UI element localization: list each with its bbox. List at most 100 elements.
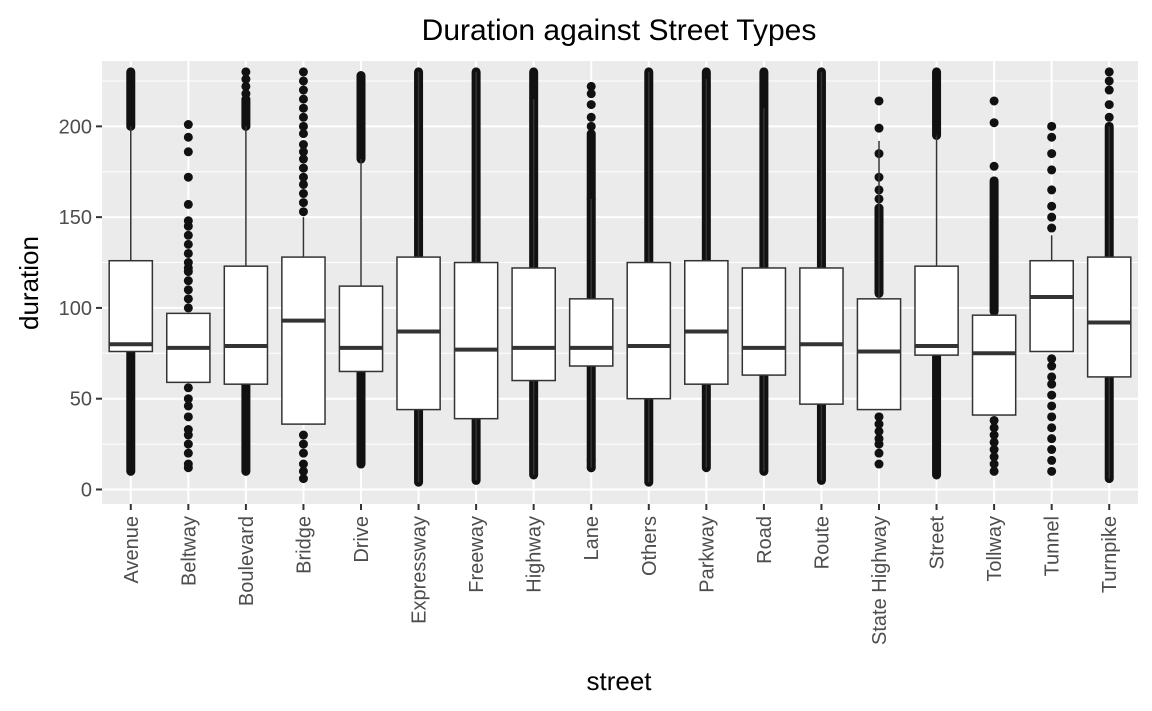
outlier-point <box>874 434 884 444</box>
outlier-point <box>989 466 999 476</box>
outlier-band <box>989 176 999 317</box>
outlier-point <box>183 216 193 226</box>
outlier-point <box>183 199 193 209</box>
outlier-point <box>1047 223 1057 233</box>
box-iqr <box>338 285 384 373</box>
outlier-point <box>298 140 308 150</box>
outlier-point <box>1047 212 1057 222</box>
box-turnpike <box>1086 67 1132 484</box>
x-tick-label: Parkway <box>696 516 718 593</box>
box-highway <box>511 67 556 480</box>
x-axis: Avenue Beltway Boulevard Bridge Drive Express… <box>121 504 1121 645</box>
box-tunnel <box>1029 121 1075 476</box>
x-tick-label: State Highway <box>869 516 891 645</box>
outlier-band <box>356 366 366 469</box>
box-iqr <box>1029 259 1075 353</box>
outlier-point <box>298 207 308 217</box>
box-freeway <box>453 67 499 485</box>
outlier-point <box>1104 85 1114 95</box>
box-lane <box>568 81 614 473</box>
outlier-point <box>1047 149 1057 159</box>
outlier-point <box>989 423 999 433</box>
outlier-point <box>183 276 193 286</box>
x-tick-label: Avenue <box>121 516 143 583</box>
box-iqr <box>1086 256 1132 378</box>
x-tick-label: Others <box>639 516 661 576</box>
outlier-point <box>183 258 193 268</box>
outlier-point <box>989 415 999 425</box>
y-tick-label: 200 <box>59 116 92 138</box>
box-route <box>799 67 844 485</box>
outlier-point <box>874 448 884 458</box>
outlier-point <box>1047 390 1057 400</box>
outlier-point <box>183 172 193 182</box>
outlier-band <box>126 67 136 131</box>
box-bridge <box>281 67 326 484</box>
x-tick-label: Tollway <box>984 516 1006 582</box>
box-iqr <box>453 261 499 420</box>
outlier-point <box>1047 412 1057 422</box>
outlier-point <box>183 230 193 240</box>
x-tick-label: Tunnel <box>1042 516 1064 576</box>
y-tick-label: 50 <box>70 389 92 411</box>
outlier-point <box>989 437 999 447</box>
outlier-point <box>298 439 308 449</box>
outlier-band <box>126 346 136 476</box>
box-tollway <box>971 96 1017 476</box>
outlier-point <box>183 132 193 142</box>
x-tick-label: Beltway <box>178 516 200 586</box>
outlier-point <box>298 466 308 476</box>
outlier-point <box>183 120 193 130</box>
outlier-point <box>1047 165 1057 175</box>
box-road <box>741 67 787 476</box>
outlier-point <box>1047 379 1057 389</box>
outlier-band <box>586 129 596 204</box>
y-tick-label: 150 <box>59 207 92 229</box>
box-iqr <box>684 259 729 385</box>
box-beltway <box>166 120 211 473</box>
outlier-point <box>1047 132 1057 142</box>
outlier-point <box>1047 185 1057 195</box>
y-tick-label: 100 <box>59 298 92 320</box>
outlier-point <box>1047 354 1057 364</box>
outlier-point <box>183 147 193 157</box>
y-tick-label: 0 <box>81 479 92 501</box>
outlier-point <box>298 103 308 113</box>
outlier-point <box>183 239 193 249</box>
outlier-point <box>298 459 308 469</box>
outlier-point <box>586 81 596 91</box>
y-axis: 0 50 100 150 200 <box>59 116 102 501</box>
outlier-point <box>241 67 251 77</box>
outlier-point <box>183 425 193 435</box>
outlier-point <box>874 459 884 469</box>
outlier-point <box>298 85 308 95</box>
box-iqr <box>108 259 154 353</box>
outlier-point <box>183 294 193 304</box>
box-avenue <box>108 67 154 476</box>
outlier-band <box>356 71 366 164</box>
box-expressway <box>396 67 441 487</box>
outlier-point <box>1104 76 1114 86</box>
y-axis-title: duration <box>14 236 44 330</box>
box-iqr <box>568 298 614 367</box>
outlier-point <box>298 179 308 189</box>
outlier-point <box>183 459 193 469</box>
x-axis-title: street <box>586 666 652 696</box>
boxes <box>108 67 1132 487</box>
outlier-point <box>183 394 193 404</box>
outlier-point <box>1047 423 1057 433</box>
outlier-point <box>989 161 999 171</box>
outlier-point <box>298 198 308 208</box>
outlier-point <box>989 118 999 128</box>
outlier-point <box>298 448 308 458</box>
x-tick-label: Bridge <box>293 516 315 574</box>
outlier-point <box>298 67 308 77</box>
box-state-highway <box>856 96 902 469</box>
box-iqr <box>856 298 902 411</box>
outlier-point <box>1047 401 1057 411</box>
outlier-point <box>183 448 193 458</box>
outlier-point <box>586 100 596 110</box>
box-parkway <box>684 67 729 473</box>
outlier-point <box>241 74 251 84</box>
